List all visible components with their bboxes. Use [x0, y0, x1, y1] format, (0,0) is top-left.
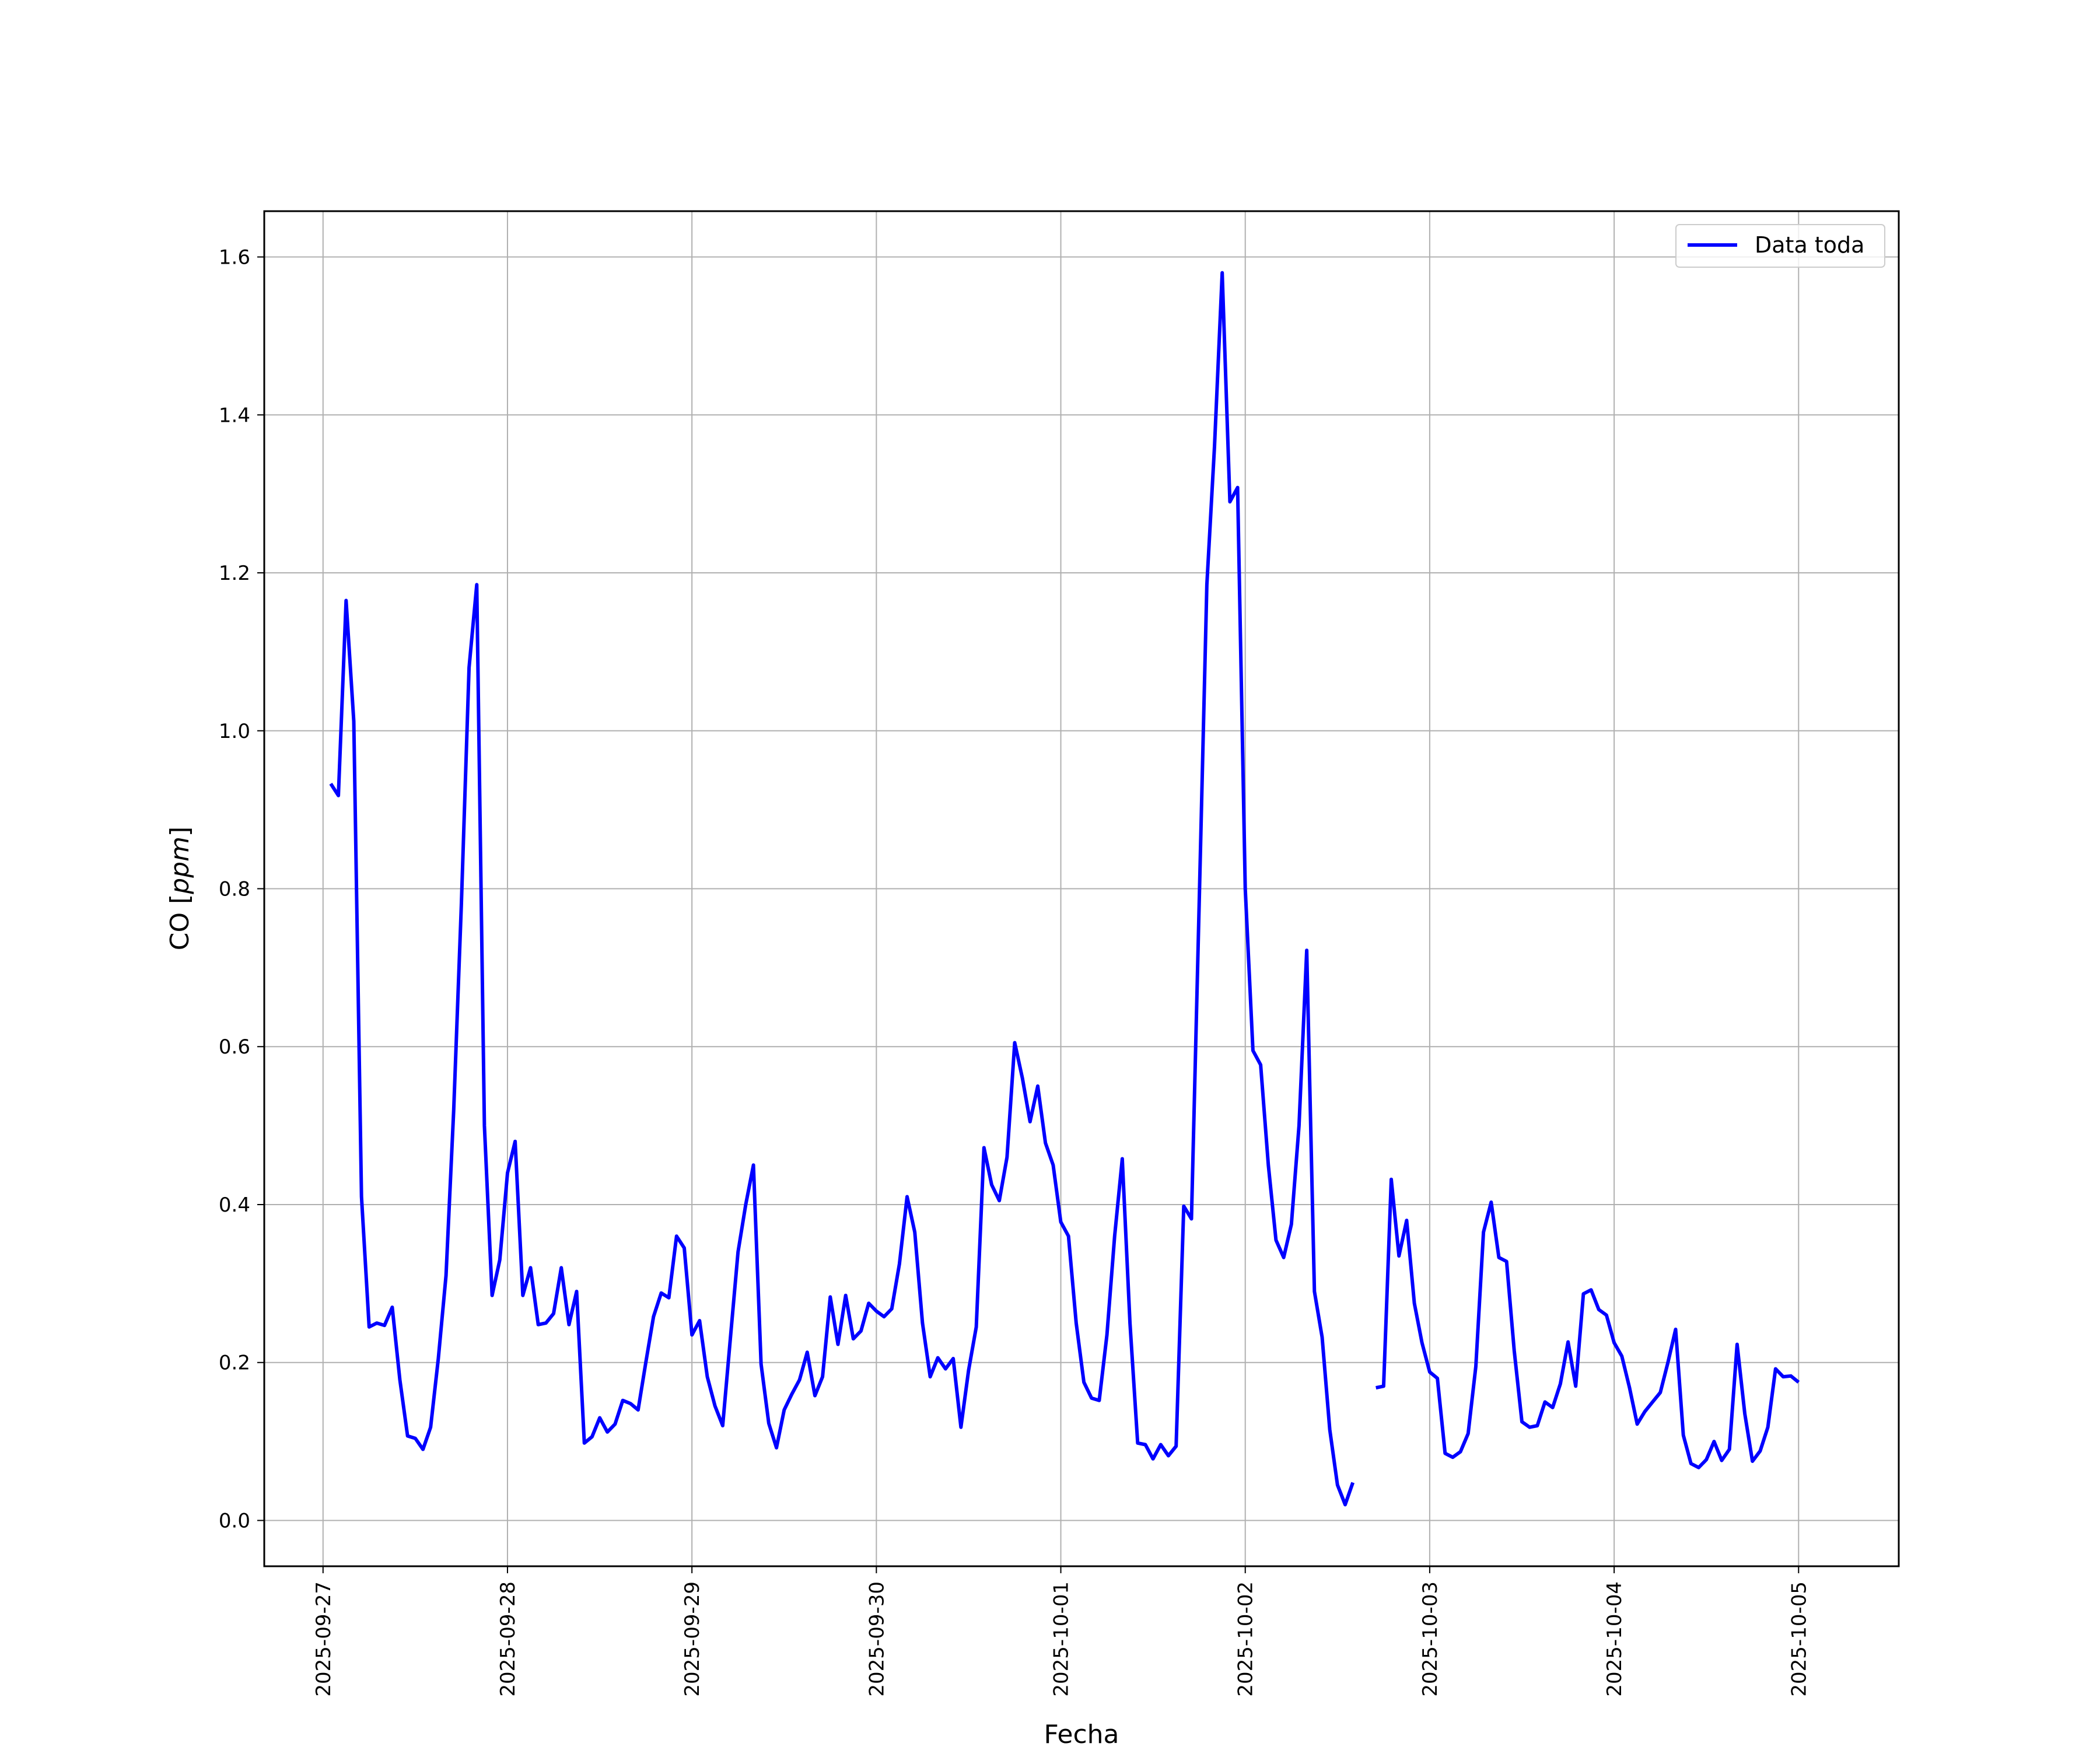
series-line-data-toda — [329, 271, 1355, 1507]
x-tick-label: 2025-10-04 — [1603, 1581, 1626, 1697]
y-tick-label: 1.0 — [219, 720, 250, 743]
y-axis-title-suffix: ] — [165, 827, 195, 836]
x-tick-label: 2025-10-05 — [1787, 1581, 1811, 1697]
y-axis-title-prefix: CO [ — [165, 894, 195, 951]
series-layer — [329, 271, 1800, 1507]
y-tick-label: 0.0 — [219, 1509, 250, 1532]
x-tick-label: 2025-09-28 — [496, 1581, 520, 1697]
x-tick-label: 2025-10-02 — [1234, 1581, 1258, 1697]
grid-lines — [264, 211, 1899, 1566]
y-tick-label: 1.2 — [219, 562, 250, 585]
y-tick-label: 0.2 — [219, 1352, 250, 1375]
legend: Data toda — [1675, 224, 1885, 268]
y-tick-label: 0.4 — [219, 1194, 250, 1217]
x-tick-label: 2025-10-03 — [1419, 1581, 1442, 1697]
x-tick-label: 2025-10-01 — [1050, 1581, 1073, 1697]
y-tick-label: 1.6 — [219, 246, 250, 270]
x-tick-label: 2025-09-27 — [312, 1581, 335, 1697]
legend-label: Data toda — [1755, 232, 1864, 258]
x-tick-label: 2025-09-29 — [681, 1581, 704, 1697]
x-tick-label: 2025-09-30 — [865, 1581, 888, 1697]
y-axis-title: CO [ppm] — [165, 827, 195, 950]
x-axis-title: Fecha — [1044, 1720, 1119, 1749]
series-line-data-toda — [1376, 1177, 1800, 1469]
legend-box — [1675, 224, 1885, 268]
y-tick-label: 1.4 — [219, 404, 250, 427]
x-axis: 2025-09-27 2025-09-28 2025-09-29 2025-09-30… — [312, 1566, 1811, 1697]
y-axis-title-unit: ppm — [165, 836, 195, 895]
y-axis: 0.0 0.2 0.4 0.6 0.8 1.0 1.2 1.4 1.6 — [219, 246, 264, 1532]
y-tick-label: 0.6 — [219, 1035, 250, 1059]
y-tick-label: 0.8 — [219, 878, 250, 901]
